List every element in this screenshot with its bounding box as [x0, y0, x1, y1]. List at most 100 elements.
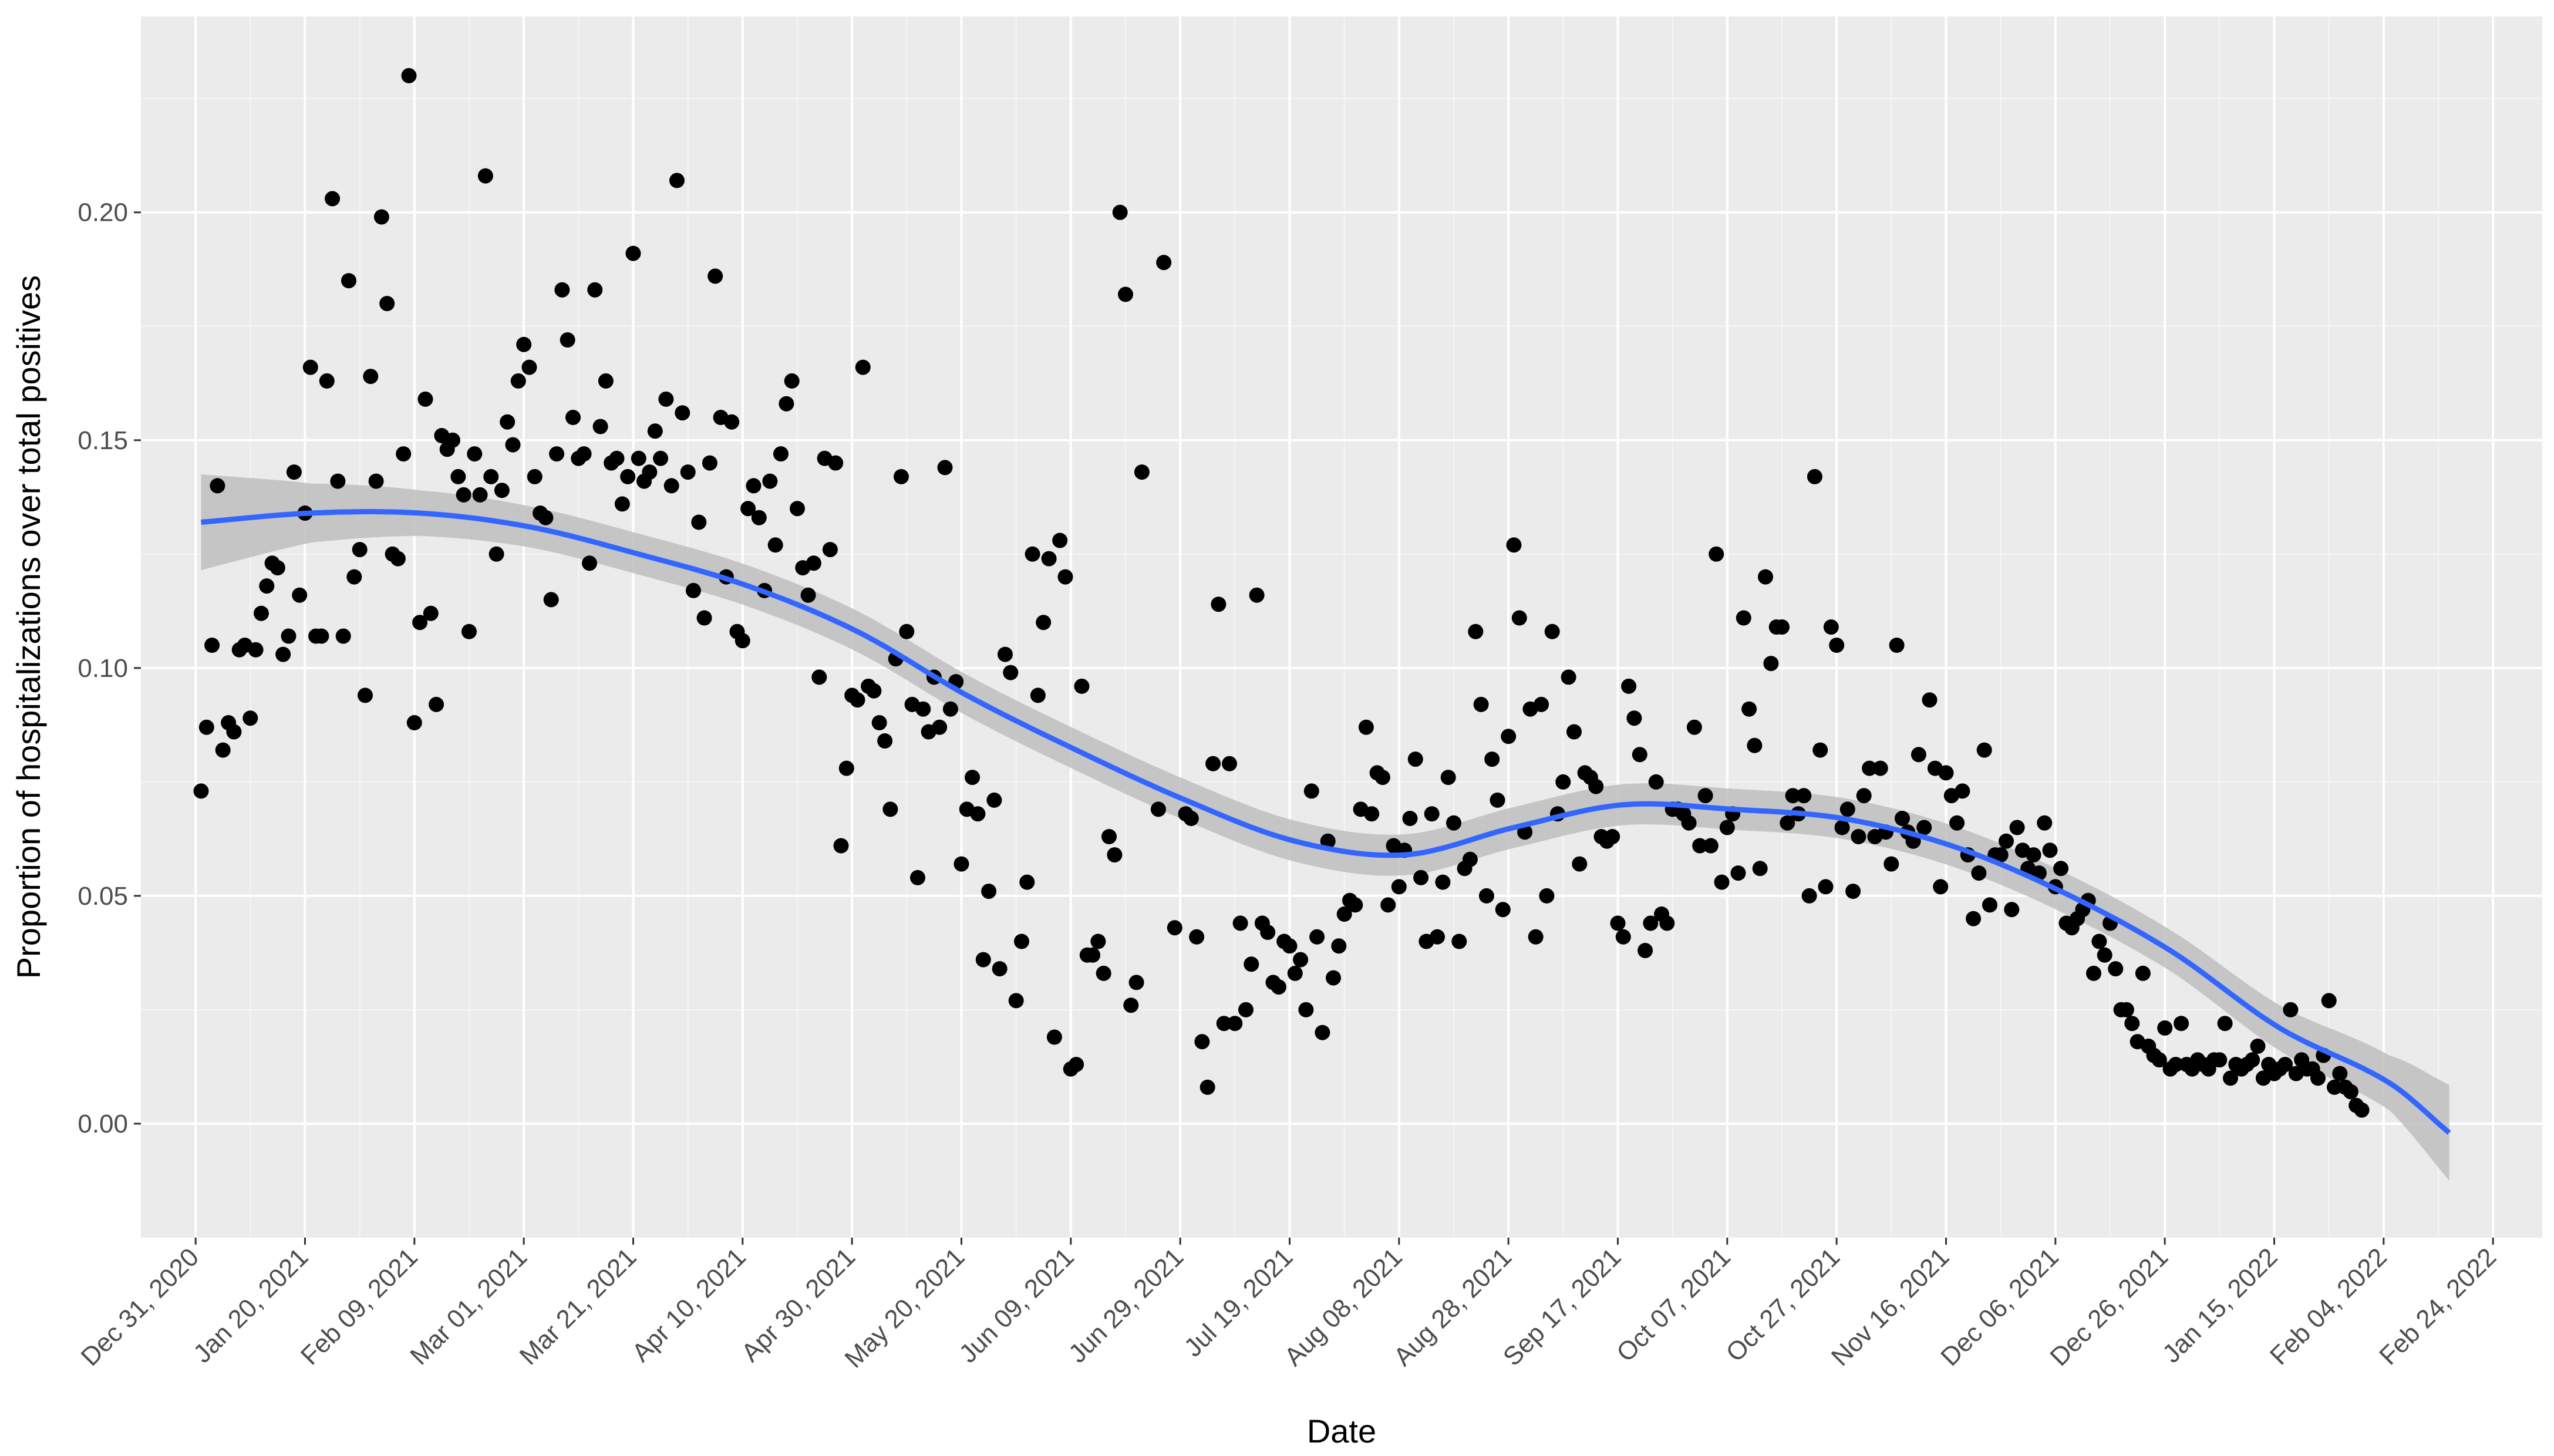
data-point [554, 282, 570, 298]
data-point [259, 578, 275, 594]
data-point [1249, 587, 1265, 603]
data-point [1911, 747, 1926, 763]
data-point [1008, 993, 1024, 1009]
data-point [1539, 888, 1555, 904]
data-point [2250, 1039, 2266, 1054]
data-point [751, 510, 767, 525]
data-point [1807, 469, 1822, 484]
data-point [675, 405, 690, 421]
data-point [1402, 811, 1418, 826]
data-point [625, 245, 641, 261]
data-point [445, 432, 460, 448]
data-point [1107, 847, 1123, 863]
data-point [560, 332, 575, 348]
data-point [254, 605, 269, 621]
data-point [1183, 811, 1199, 826]
data-point [1134, 464, 1150, 480]
data-point [866, 683, 882, 699]
data-point [773, 446, 789, 462]
data-point [609, 450, 625, 466]
data-point [855, 359, 871, 375]
data-point [1895, 811, 1910, 826]
data-point [1884, 856, 1899, 872]
data-point [1041, 551, 1057, 567]
data-point [319, 373, 335, 389]
data-point [1572, 856, 1588, 872]
data-point [975, 952, 991, 968]
data-point [2283, 1002, 2299, 1017]
y-tick-label: 0.05 [78, 882, 128, 911]
data-point [2217, 1016, 2233, 1032]
data-point [598, 373, 614, 389]
data-point [358, 687, 373, 703]
y-tick-label: 0.10 [78, 654, 128, 683]
y-tick-label: 0.20 [78, 198, 128, 227]
data-point [527, 469, 543, 484]
data-point [1955, 783, 1970, 799]
data-point [505, 437, 521, 453]
data-point [1468, 623, 1484, 639]
data-point [1046, 1029, 1062, 1045]
data-point [1643, 915, 1659, 931]
data-point [833, 838, 849, 854]
data-point [724, 414, 740, 430]
data-point [1872, 760, 1888, 776]
data-point [767, 537, 783, 553]
data-point [543, 592, 559, 608]
data-point [953, 856, 969, 872]
data-point [281, 628, 296, 644]
data-point [937, 460, 953, 476]
data-point [1501, 729, 1517, 744]
data-point [1637, 943, 1653, 958]
x-axis-title: Date [1307, 1413, 1376, 1450]
data-point [2168, 1057, 2184, 1073]
data-point [565, 410, 581, 425]
data-point [1812, 742, 1828, 758]
data-point [406, 715, 422, 730]
data-point [1966, 911, 1982, 926]
minor-grid [141, 16, 2542, 1238]
data-point [1534, 696, 1549, 712]
data-point [702, 455, 717, 471]
data-point [986, 792, 1002, 808]
data-point [1407, 751, 1423, 767]
x-tick-label: Jan 20, 2021 [188, 1242, 314, 1369]
data-point [2042, 842, 2058, 858]
data-point [1244, 956, 1259, 972]
data-point [2151, 1052, 2167, 1068]
data-point [215, 742, 231, 758]
data-point [680, 464, 696, 480]
data-point [965, 770, 981, 786]
data-point [2321, 993, 2337, 1009]
data-point [1490, 792, 1505, 808]
data-point [1090, 933, 1106, 949]
data-point [1632, 747, 1647, 763]
data-point [1758, 569, 1773, 585]
data-point [658, 391, 674, 407]
data-point [1199, 1079, 1215, 1095]
x-tick-label: Feb 04, 2022 [2265, 1242, 2393, 1370]
data-point [871, 715, 887, 730]
data-point [992, 961, 1008, 977]
y-axis: 0.00 0.05 0.10 0.15 0.20 [78, 198, 141, 1138]
x-tick-label: Apr 30, 2021 [736, 1242, 861, 1367]
data-point [242, 710, 258, 726]
data-point [1719, 820, 1735, 835]
data-point [363, 369, 379, 385]
data-point [1605, 829, 1620, 844]
data-point [779, 396, 794, 412]
x-tick-label: Mar 01, 2021 [405, 1242, 533, 1370]
y-axis-title: Proportion of hospitalizations over tota… [10, 275, 47, 979]
data-point [412, 615, 428, 631]
data-point [1326, 970, 1341, 986]
data-point [915, 701, 931, 717]
data-point [1271, 979, 1286, 995]
data-point [1320, 833, 1336, 849]
data-point [1933, 879, 1949, 895]
data-point [1834, 820, 1850, 835]
data-point [1922, 692, 1938, 708]
data-point [1096, 965, 1111, 981]
data-point [2091, 933, 2107, 949]
x-tick-label: Dec 31, 2020 [76, 1242, 205, 1371]
major-grid [141, 16, 2542, 1238]
